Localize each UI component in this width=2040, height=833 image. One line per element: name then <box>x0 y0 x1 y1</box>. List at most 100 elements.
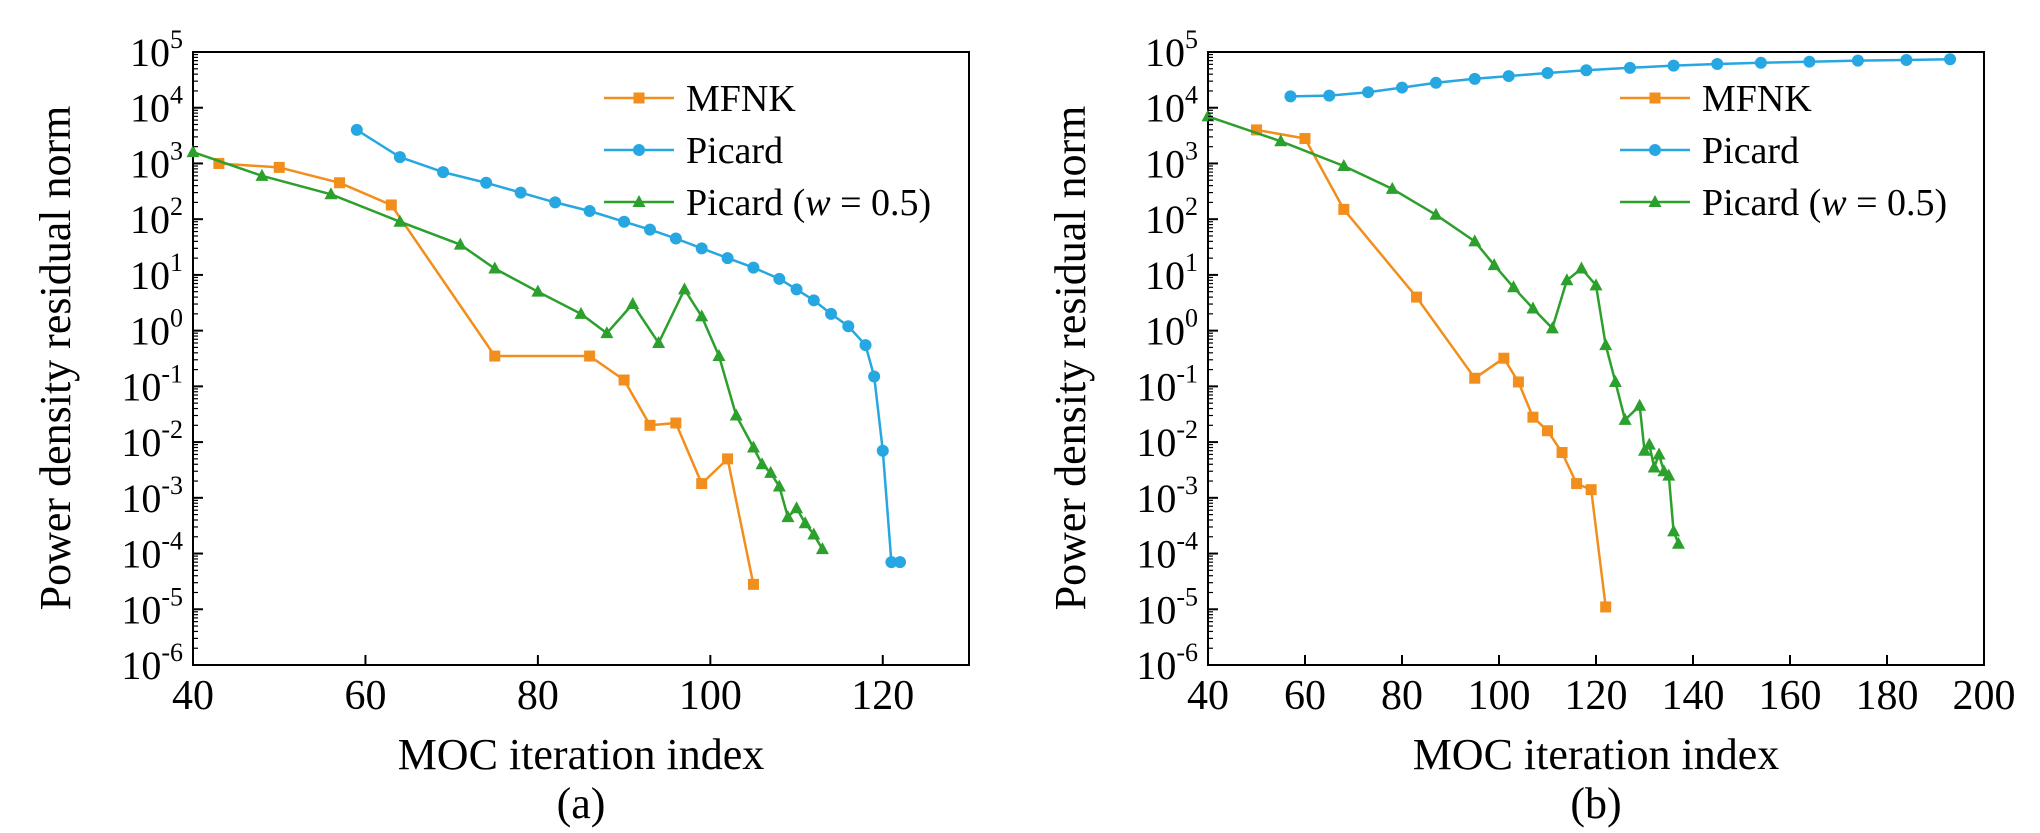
data-point <box>1585 484 1597 496</box>
data-point <box>1338 203 1350 215</box>
data-point <box>1851 54 1864 67</box>
y-tick-label: 10-2 <box>121 415 183 465</box>
series-line <box>1207 115 1680 545</box>
data-point <box>894 556 907 569</box>
data-point <box>652 335 666 348</box>
data-point <box>1362 86 1375 99</box>
y-tick-label: 101 <box>1145 248 1198 298</box>
data-point <box>255 168 269 181</box>
series-line <box>1256 128 1607 608</box>
data-point <box>1542 425 1553 437</box>
data-point <box>729 408 743 421</box>
data-point <box>1580 64 1593 77</box>
plot-frame-a <box>192 51 970 666</box>
y-tick-label: 102 <box>1145 192 1198 242</box>
data-point <box>1337 159 1351 172</box>
series-line <box>1290 58 1951 98</box>
data-point <box>1502 70 1515 83</box>
legend-marker <box>1649 92 1661 104</box>
data-point <box>1574 261 1588 274</box>
data-point <box>1469 372 1481 384</box>
data-point <box>859 339 872 352</box>
y-tick-label: 102 <box>130 192 183 242</box>
data-point <box>488 261 502 274</box>
data-point <box>842 320 855 333</box>
y-ticks-b: 10-610-510-410-310-210-11001011021031041… <box>1136 25 1218 688</box>
plot-marks-b <box>1201 53 1957 613</box>
legend-label: Picard (w = 0.5) <box>686 182 931 224</box>
data-point <box>772 479 786 492</box>
legend-marker <box>632 195 646 207</box>
data-point <box>1411 291 1423 303</box>
data-point <box>721 252 734 265</box>
data-point <box>385 199 397 211</box>
data-point <box>868 370 881 383</box>
y-axis-label-a: Power density residual norm <box>31 106 80 611</box>
data-point <box>807 294 820 307</box>
legend-label: MFNK <box>686 78 796 120</box>
data-point <box>1541 66 1554 79</box>
y-tick-label: 100 <box>1145 304 1198 354</box>
y-tick-label: 105 <box>1145 25 1198 75</box>
data-point <box>531 284 545 297</box>
data-point <box>1803 55 1816 68</box>
data-point <box>781 510 795 523</box>
data-point <box>393 151 406 164</box>
data-point <box>1556 447 1568 459</box>
data-point <box>677 282 691 295</box>
data-point <box>1429 207 1443 220</box>
data-point <box>1618 412 1632 425</box>
data-point <box>1527 411 1539 423</box>
y-tick-label: 10-5 <box>121 582 183 632</box>
y-tick-label: 10-3 <box>1136 471 1198 521</box>
data-point <box>825 307 838 320</box>
y-ticks-a: 10-610-510-410-310-210-11001011021031041… <box>121 25 203 688</box>
data-point <box>798 516 812 529</box>
x-tick-label: 40 <box>172 673 214 719</box>
data-point <box>1589 278 1603 291</box>
data-point <box>807 527 821 540</box>
y-tick-label: 10-1 <box>121 359 183 409</box>
data-point <box>1633 398 1647 411</box>
y-axis-label-b: Power density residual norm <box>1046 106 1095 611</box>
y-tick-label: 101 <box>130 248 183 298</box>
data-point <box>1944 53 1957 66</box>
data-point <box>1468 72 1481 85</box>
data-point <box>480 176 493 189</box>
y-tick-label: 10-5 <box>1136 582 1198 632</box>
data-point <box>618 374 630 386</box>
data-point <box>644 419 656 431</box>
data-point <box>876 444 889 457</box>
data-point <box>670 417 682 429</box>
series-triangle <box>186 145 829 555</box>
legend-marker <box>1649 144 1661 156</box>
data-point <box>1545 321 1559 334</box>
legend-label: Picard (w = 0.5) <box>1702 182 1947 224</box>
data-point <box>1299 133 1311 145</box>
data-point <box>1638 443 1651 456</box>
data-point <box>1647 460 1661 473</box>
data-point <box>574 306 588 319</box>
data-point <box>350 123 363 136</box>
data-point <box>747 261 760 274</box>
data-point <box>489 350 501 362</box>
x-tick-label: 80 <box>1381 673 1423 719</box>
data-point <box>213 157 225 169</box>
data-point <box>746 440 760 453</box>
data-point <box>1642 437 1656 450</box>
x-tick-label: 160 <box>1759 673 1822 719</box>
data-point <box>1323 89 1336 102</box>
data-point <box>1274 134 1288 147</box>
y-tick-label: 105 <box>130 25 183 75</box>
x-tick-label: 120 <box>851 673 914 719</box>
data-point <box>790 283 803 296</box>
panel-b: 10-610-510-410-310-210-11001011021031041… <box>1046 25 2016 828</box>
data-point <box>1560 273 1574 286</box>
data-point <box>1667 59 1680 72</box>
y-tick-label: 103 <box>1145 136 1198 186</box>
x-tick-label: 100 <box>679 673 742 719</box>
series-line <box>218 162 755 585</box>
data-point <box>1667 524 1681 537</box>
data-point <box>1487 258 1501 271</box>
x-tick-label: 140 <box>1662 673 1725 719</box>
